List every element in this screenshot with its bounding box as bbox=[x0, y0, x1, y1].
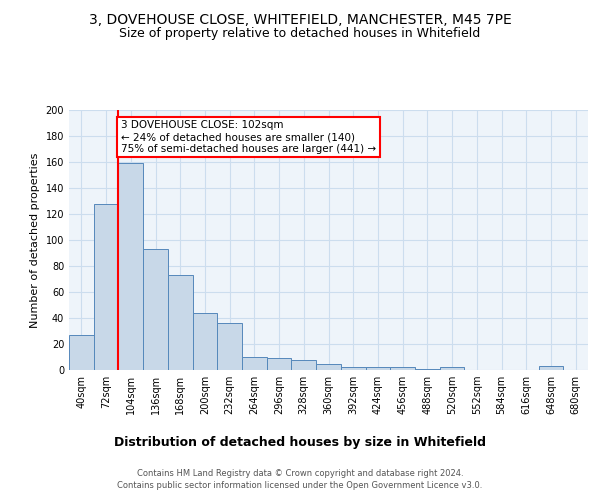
Bar bbox=[168, 275, 193, 370]
Text: Size of property relative to detached houses in Whitefield: Size of property relative to detached ho… bbox=[119, 28, 481, 40]
Bar bbox=[539, 366, 563, 370]
Bar bbox=[118, 164, 143, 370]
Bar bbox=[365, 368, 390, 370]
Text: 3 DOVEHOUSE CLOSE: 102sqm
← 24% of detached houses are smaller (140)
75% of semi: 3 DOVEHOUSE CLOSE: 102sqm ← 24% of detac… bbox=[121, 120, 376, 154]
Y-axis label: Number of detached properties: Number of detached properties bbox=[30, 152, 40, 328]
Bar bbox=[341, 368, 365, 370]
Bar bbox=[143, 249, 168, 370]
Bar bbox=[242, 357, 267, 370]
Bar bbox=[267, 358, 292, 370]
Bar bbox=[292, 360, 316, 370]
Bar bbox=[193, 313, 217, 370]
Bar bbox=[440, 368, 464, 370]
Bar bbox=[94, 204, 118, 370]
Bar bbox=[415, 368, 440, 370]
Bar bbox=[217, 323, 242, 370]
Text: 3, DOVEHOUSE CLOSE, WHITEFIELD, MANCHESTER, M45 7PE: 3, DOVEHOUSE CLOSE, WHITEFIELD, MANCHEST… bbox=[89, 12, 511, 26]
Bar bbox=[69, 335, 94, 370]
Text: Contains HM Land Registry data © Crown copyright and database right 2024.
Contai: Contains HM Land Registry data © Crown c… bbox=[118, 468, 482, 490]
Bar bbox=[390, 368, 415, 370]
Bar bbox=[316, 364, 341, 370]
Text: Distribution of detached houses by size in Whitefield: Distribution of detached houses by size … bbox=[114, 436, 486, 449]
